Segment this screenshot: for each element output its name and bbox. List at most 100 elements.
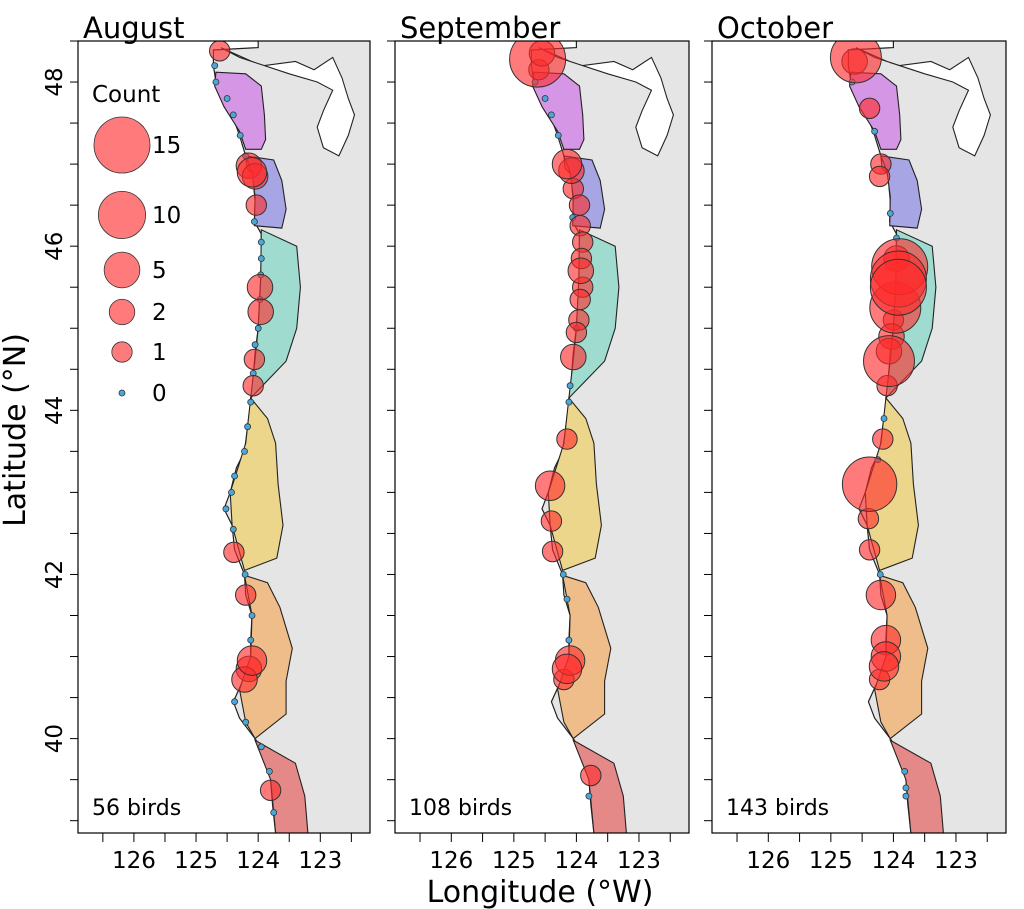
survey-point-zero [223, 95, 231, 102]
x-axis-label: Longitude (°W) [427, 875, 654, 909]
y-axis-label: Latitude (°N) [0, 333, 33, 527]
survey-point-zero [548, 111, 555, 119]
survey-point-zero [231, 472, 239, 480]
count-bubble [569, 288, 591, 311]
survey-point-zero [566, 382, 574, 390]
count-bubble [565, 321, 588, 344]
survey-point-zero [229, 111, 237, 119]
count-bubble [209, 41, 231, 62]
x-tick-label: 126 [746, 848, 790, 874]
survey-point-zero [554, 131, 562, 139]
region-zone-1 [214, 71, 267, 150]
count-bubble [245, 194, 267, 216]
survey-point-zero [222, 505, 230, 513]
count-bubble [243, 348, 266, 371]
count-bubble [841, 456, 898, 512]
legend-symbol [111, 341, 133, 363]
count-bubble [551, 148, 583, 180]
count-bubble [236, 645, 268, 676]
survey-point-zero [236, 131, 244, 139]
count-bubble [868, 651, 900, 682]
survey-point-zero [270, 809, 278, 816]
legend-label: 0 [152, 381, 167, 407]
count-bubble [236, 157, 268, 188]
x-tick-label: 124 [871, 848, 915, 874]
survey-point-zero [257, 238, 265, 246]
puget-sound [220, 47, 356, 157]
x-tick-label: 126 [429, 848, 473, 874]
y-tick-label: 48 [42, 67, 68, 96]
panel-title: August [83, 11, 185, 45]
survey-point-zero [902, 784, 910, 792]
survey-point-zero [242, 718, 250, 726]
panel-frame [711, 40, 1007, 834]
count-bubble [534, 470, 566, 502]
count-bubble [259, 779, 282, 801]
count-bubble [863, 335, 915, 388]
legend-label: 1 [152, 340, 167, 366]
x-tick-label: 125 [492, 848, 536, 874]
region-zone-1 [532, 71, 585, 150]
puget-sound [538, 47, 674, 157]
panel-title: October [717, 11, 833, 45]
legend-symbol [118, 389, 126, 397]
survey-point-zero [876, 571, 884, 578]
bird-total: 143 birds [726, 796, 829, 821]
puget-sound [855, 47, 991, 157]
y-tick-label: 46 [42, 232, 68, 261]
count-bubble [868, 165, 891, 188]
x-tick-label: 123 [617, 848, 661, 874]
count-bubble [865, 579, 897, 611]
y-tick-label: 40 [42, 724, 68, 753]
count-bubble [556, 428, 578, 450]
survey-point-zero [902, 792, 910, 800]
legend-symbol [93, 116, 151, 174]
survey-point-zero [248, 612, 256, 619]
survey-point-zero [257, 255, 265, 262]
survey-point-zero [265, 768, 273, 775]
legend-title: Count [92, 82, 160, 108]
count-bubble [568, 194, 591, 216]
survey-point-zero [565, 398, 573, 406]
survey-point-zero [228, 488, 235, 496]
survey-point-zero [254, 324, 262, 332]
survey-point-zero [250, 218, 258, 226]
count-bubble [858, 539, 881, 561]
legend-symbol [97, 190, 147, 240]
panel-frame [394, 40, 690, 834]
survey-point-zero [880, 415, 888, 422]
survey-point-zero [886, 209, 894, 217]
survey-point-zero [247, 636, 255, 644]
bird-total: 56 birds [92, 796, 181, 821]
survey-point-zero [563, 595, 571, 603]
count-bubble [223, 541, 245, 563]
count-bubble [567, 257, 595, 285]
legend-symbol [103, 251, 141, 289]
bird-total: 108 birds [409, 796, 512, 821]
survey-point-zero [247, 398, 255, 406]
count-bubble [858, 97, 881, 120]
survey-point-zero [241, 447, 248, 455]
survey-point-zero [559, 571, 567, 578]
x-tick-label: 124 [236, 848, 280, 874]
legend-label: 5 [152, 258, 167, 284]
map-panel-october: October 143 birds 126 125 124 123 [704, 11, 1007, 874]
count-bubble [869, 258, 927, 316]
survey-point-zero [871, 127, 878, 135]
count-bubble [551, 653, 583, 685]
y-tick-label: 44 [42, 396, 68, 425]
count-bubble [247, 298, 274, 326]
legend-symbol [108, 298, 136, 326]
count-bubble [560, 343, 587, 371]
legend-label: 2 [152, 300, 167, 326]
legend-label: 10 [152, 203, 181, 229]
x-tick-label: 123 [298, 848, 342, 874]
x-tick-label: 125 [174, 848, 218, 874]
count-bubble [540, 510, 563, 532]
survey-point-zero [229, 525, 237, 533]
panel-frame [77, 40, 371, 834]
count-bubble [580, 764, 602, 787]
